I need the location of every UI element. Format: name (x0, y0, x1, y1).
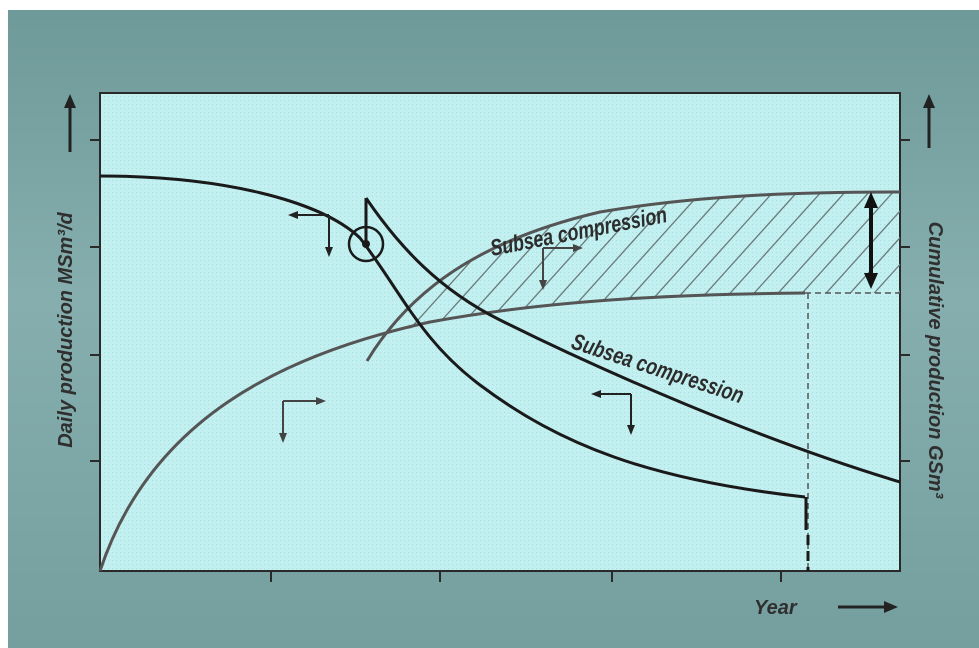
cumulative-base-line (98, 291, 806, 572)
axis-ref-arrow-daily-subsea (591, 390, 635, 435)
hatch-line (964, 180, 979, 380)
daily-subsea-line (364, 197, 901, 484)
axis-ref-arrow-cumulative-subsea (539, 244, 583, 290)
right-axis-ticks (900, 139, 910, 462)
daily-base-line (99, 174, 806, 499)
cumulative-base-dashed (805, 292, 900, 571)
right-axis-up-arrow (923, 94, 935, 148)
x-axis-ticks (270, 571, 782, 582)
subsea-start-circle (347, 225, 385, 263)
left-axis-title: Daily production MSm³/d (55, 211, 77, 447)
subsea-start-dot (362, 240, 370, 248)
cumulative-subsea-line (365, 190, 901, 362)
slide-background: Subsea compression Subsea compression Da… (8, 10, 979, 648)
difference-double-arrow (864, 192, 878, 289)
axis-ref-arrow-cumulative-base (279, 397, 326, 443)
right-axis-title: Cumulative production GSm³ (924, 222, 946, 500)
plot-area (99, 92, 901, 572)
production-chart: Subsea compression Subsea compression Da… (55, 92, 979, 619)
left-axis-ticks (90, 139, 100, 462)
axis-ref-arrow-daily-base (288, 211, 333, 257)
left-axis-up-arrow (64, 94, 76, 152)
x-axis-right-arrow (838, 601, 898, 613)
x-axis-title: Year (754, 597, 798, 619)
